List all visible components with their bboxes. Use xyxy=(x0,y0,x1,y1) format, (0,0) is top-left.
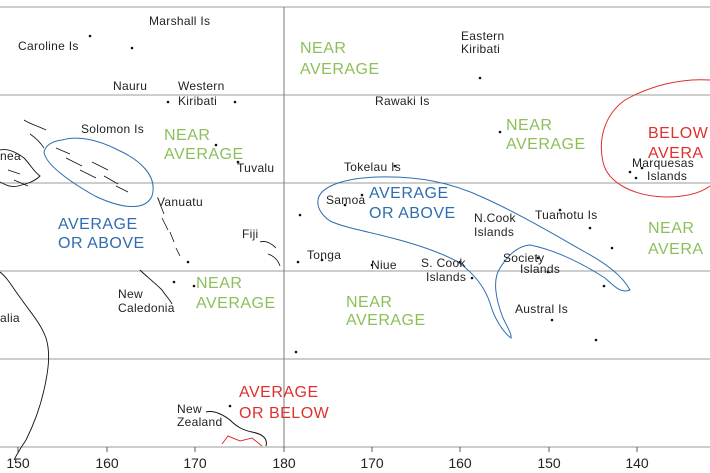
new-zealand-shape xyxy=(205,411,267,447)
label-niue: Niue xyxy=(371,258,397,272)
tick-label-170e: 170 xyxy=(183,455,207,471)
new-caledonia-shape xyxy=(139,269,173,305)
zone-near-average-west-1: NEAR xyxy=(164,127,210,144)
zone-average-or-below-1: AVERAGE xyxy=(239,384,319,401)
tick-label-180: 180 xyxy=(272,455,296,471)
zone-average-or-above-central-2: OR ABOVE xyxy=(369,205,456,222)
label-fiji: Fiji xyxy=(242,227,259,241)
png-islands xyxy=(7,119,47,187)
label-new-caledonia-1: New xyxy=(118,287,143,301)
label-marquesas-2: Islands xyxy=(647,169,687,183)
label-tonga: Tonga xyxy=(307,248,341,262)
label-australia-fragment: alia xyxy=(0,311,20,325)
zone-near-average-east-2: AVERAGE xyxy=(506,136,586,153)
label-samoa: Samoa xyxy=(326,193,366,207)
label-new-caledonia-2: Caledonia xyxy=(118,301,175,315)
label-tokelau-islands: Tokelau Is xyxy=(344,160,401,174)
longitude-axis: 150 160 170 180 170 160 150 140 xyxy=(6,455,649,471)
tick-label-160e: 160 xyxy=(95,455,119,471)
zone-below-average-2: AVERA xyxy=(648,145,704,162)
label-tuvalu: Tuvalu xyxy=(237,161,274,175)
zone-near-average-south-1: NEAR xyxy=(346,294,392,311)
average-or-above-west-boundary xyxy=(43,137,154,208)
zone-near-average-south-2: AVERAGE xyxy=(346,312,426,329)
label-north-cook-2: Islands xyxy=(474,225,514,239)
label-new-zealand-2: Zealand xyxy=(177,415,222,429)
graticule xyxy=(0,6,710,448)
tick-label-170w: 170 xyxy=(360,455,384,471)
label-nauru: Nauru xyxy=(113,79,147,93)
label-south-cook-2: Islands xyxy=(426,270,466,284)
zone-average-or-below-2: OR BELOW xyxy=(239,405,330,422)
zone-average-or-above-west-1: AVERAGE xyxy=(58,216,138,233)
label-caroline-islands: Caroline Is xyxy=(18,39,79,53)
zone-below-average-1: BELOW xyxy=(648,125,709,142)
label-new-zealand-1: New xyxy=(177,402,202,416)
label-north-cook-1: N.Cook xyxy=(474,211,517,225)
tick-label-140w: 140 xyxy=(625,455,649,471)
label-marshall-islands: Marshall Is xyxy=(149,14,210,28)
zone-near-average-fiji-2: AVERAGE xyxy=(196,295,276,312)
label-society-2: Islands xyxy=(520,262,560,276)
zone-near-average-fiji-1: NEAR xyxy=(196,275,242,292)
label-south-cook-1: S. Cook xyxy=(421,256,466,270)
below-average-boundary xyxy=(600,79,710,198)
label-vanuatu: Vanuatu xyxy=(157,195,203,209)
zone-near-average-far-east-2: AVERA xyxy=(648,241,704,258)
label-western-kiribati-1: Western xyxy=(178,79,225,93)
zone-near-average-top-2: AVERAGE xyxy=(300,61,380,78)
label-tuamotu-islands: Tuamotu Is xyxy=(535,208,598,222)
label-western-kiribati-2: Kiribati xyxy=(178,94,217,108)
label-solomon-islands: Solomon Is xyxy=(81,122,144,136)
vanuatu-shapes xyxy=(159,203,181,257)
png-coast xyxy=(0,149,41,187)
label-austral-islands: Austral Is xyxy=(515,302,568,316)
label-marquesas-1: Marquesas xyxy=(632,156,694,170)
fiji-shapes xyxy=(259,241,281,267)
label-eastern-kiribati-2: Kiribati xyxy=(461,42,500,56)
landmasses xyxy=(0,34,644,461)
zone-near-average-far-east-1: NEAR xyxy=(648,220,694,237)
zone-average-or-above-west-2: OR ABOVE xyxy=(58,235,145,252)
zone-average-or-above-central-1: AVERAGE xyxy=(369,185,449,202)
zone-near-average-west-2: AVERAGE xyxy=(164,146,244,163)
label-png-fragment: nea xyxy=(0,149,21,163)
zone-labels: NEAR AVERAGE NEAR AVERAGE NEAR AVERAGE B… xyxy=(58,40,709,422)
average-or-above-central-boundary xyxy=(317,176,631,339)
label-rawaki-islands: Rawaki Is xyxy=(375,94,430,108)
tick-label-150e: 150 xyxy=(6,455,30,471)
label-eastern-kiribati-1: Eastern xyxy=(461,29,504,43)
zone-near-average-east-1: NEAR xyxy=(506,117,552,134)
place-labels: Marshall Is Caroline Is Eastern Kiribati… xyxy=(0,14,694,429)
scattered-islands xyxy=(88,34,644,408)
tick-marks xyxy=(17,447,638,452)
zone-near-average-top-1: NEAR xyxy=(300,40,346,57)
australia-coast xyxy=(0,271,50,461)
tick-label-160w: 160 xyxy=(448,455,472,471)
tick-label-150w: 150 xyxy=(537,455,561,471)
average-or-below-boundary xyxy=(221,435,263,447)
solomon-islands-shapes xyxy=(55,147,129,193)
label-society-1: Society xyxy=(503,251,544,265)
